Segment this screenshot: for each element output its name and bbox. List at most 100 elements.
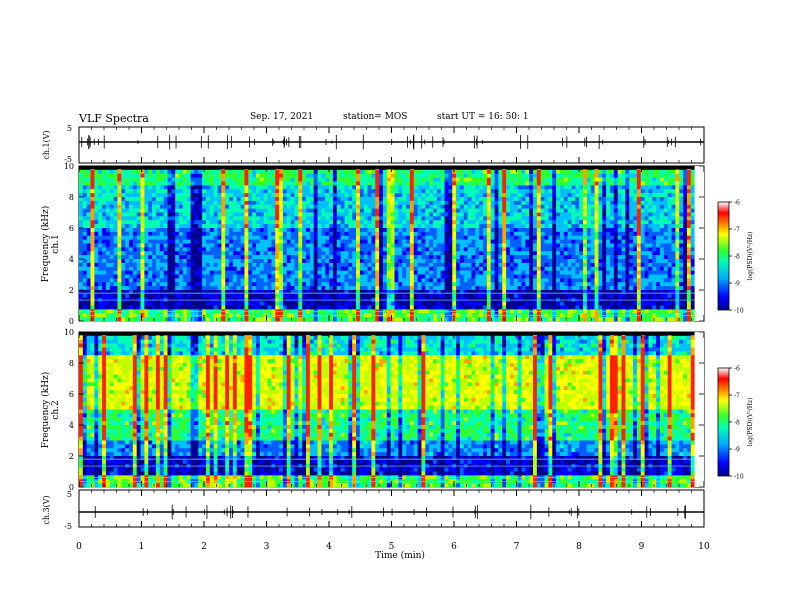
spec-cell <box>221 228 226 233</box>
spec-cell <box>575 266 580 271</box>
spec-cell <box>275 278 280 283</box>
spec-cell <box>306 278 311 283</box>
spec-cell <box>498 239 503 244</box>
spec-cell <box>640 278 645 283</box>
spec-cell <box>556 266 561 271</box>
spec-cell <box>332 197 338 202</box>
spec-cell <box>232 224 238 229</box>
spec-cell <box>425 185 430 190</box>
spec-cell <box>205 255 211 260</box>
spec-cell <box>271 224 276 229</box>
spec-cell <box>490 239 495 244</box>
spec-cell <box>125 208 130 213</box>
spec-cell <box>113 235 118 240</box>
spec-cell <box>232 231 238 237</box>
spec-cell <box>286 212 291 217</box>
spec-cell <box>602 185 607 190</box>
spec-cell <box>432 239 438 244</box>
spec-cell <box>456 200 461 206</box>
spec-cell <box>390 177 395 182</box>
spec-cell <box>609 173 615 178</box>
spec-cell <box>529 259 534 264</box>
spec-cell <box>163 189 168 194</box>
spec-cell <box>163 270 168 275</box>
spec-cell <box>386 169 391 175</box>
spec-cell <box>663 204 668 209</box>
spec-cell <box>340 181 345 186</box>
spec-cell <box>509 282 515 287</box>
spec-cell <box>136 231 141 237</box>
spec-cell <box>671 200 676 206</box>
spec-cell <box>509 200 515 206</box>
spec-cell <box>129 208 134 213</box>
spec-cell <box>240 208 245 213</box>
spec-cell <box>344 235 349 240</box>
spec-cell <box>313 255 318 260</box>
spec-cell <box>602 243 607 248</box>
spec-cell <box>540 255 545 260</box>
spec-cell <box>229 270 234 275</box>
spec-cell <box>598 200 603 206</box>
spec-cell <box>621 189 626 194</box>
spec-cell <box>671 239 676 244</box>
spec-cell <box>94 247 99 252</box>
spec-cell <box>175 278 180 283</box>
spec-cell <box>332 224 338 229</box>
spec-cell <box>121 193 126 198</box>
spec-cell <box>394 228 399 233</box>
spec-cell <box>136 204 141 209</box>
spec-cell <box>398 216 403 221</box>
spec-cell <box>636 224 642 229</box>
spec-cell <box>467 181 472 186</box>
spec-cell <box>436 177 441 182</box>
spec-cell <box>463 282 468 287</box>
spec-cell <box>598 224 603 229</box>
spec-cell <box>513 197 518 202</box>
spec-cell <box>463 216 468 221</box>
spec-cell <box>536 247 542 252</box>
spec-cell <box>344 173 349 178</box>
spec-cell <box>152 216 157 221</box>
spec-cell <box>140 259 145 264</box>
spec-cell <box>452 282 457 287</box>
spec-cell <box>556 239 561 244</box>
spec-cell <box>82 247 87 252</box>
spec-cell <box>648 197 653 202</box>
spec-cell <box>152 204 157 209</box>
spec-cell <box>255 216 261 221</box>
spec-cell <box>498 262 503 268</box>
spec-cell <box>213 231 218 237</box>
spec-cell <box>386 181 391 186</box>
spec-cell <box>386 197 391 202</box>
spec-cell <box>633 262 638 268</box>
spec-cell <box>344 278 349 283</box>
spec-cell <box>179 177 184 182</box>
spec-cell <box>179 185 184 190</box>
spec-cell <box>432 247 438 252</box>
spec-cell <box>248 193 253 198</box>
spec-cell <box>386 235 391 240</box>
spec-cell <box>82 251 87 256</box>
spec-cell <box>386 274 391 279</box>
spec-cell <box>544 193 549 198</box>
spec-cell <box>317 208 322 213</box>
spec-cell <box>290 247 295 252</box>
spec-cell <box>463 251 468 256</box>
spec-cell <box>102 189 107 194</box>
spec-cell <box>552 169 557 175</box>
spec-cell <box>252 216 257 221</box>
spec-cell <box>525 270 530 275</box>
spec-cell <box>163 228 168 233</box>
spec-cell <box>398 266 403 271</box>
spec-cell <box>344 270 349 275</box>
spec-cell <box>640 200 645 206</box>
spec-cell <box>686 224 692 229</box>
spec-cell <box>456 243 461 248</box>
spec-cell <box>533 266 538 271</box>
spec-cell <box>340 274 345 279</box>
spec-cell <box>317 262 322 268</box>
spec-cell <box>332 239 338 244</box>
spec-cell <box>102 181 107 186</box>
spec-cell <box>182 181 188 186</box>
spec-cell <box>579 204 584 209</box>
